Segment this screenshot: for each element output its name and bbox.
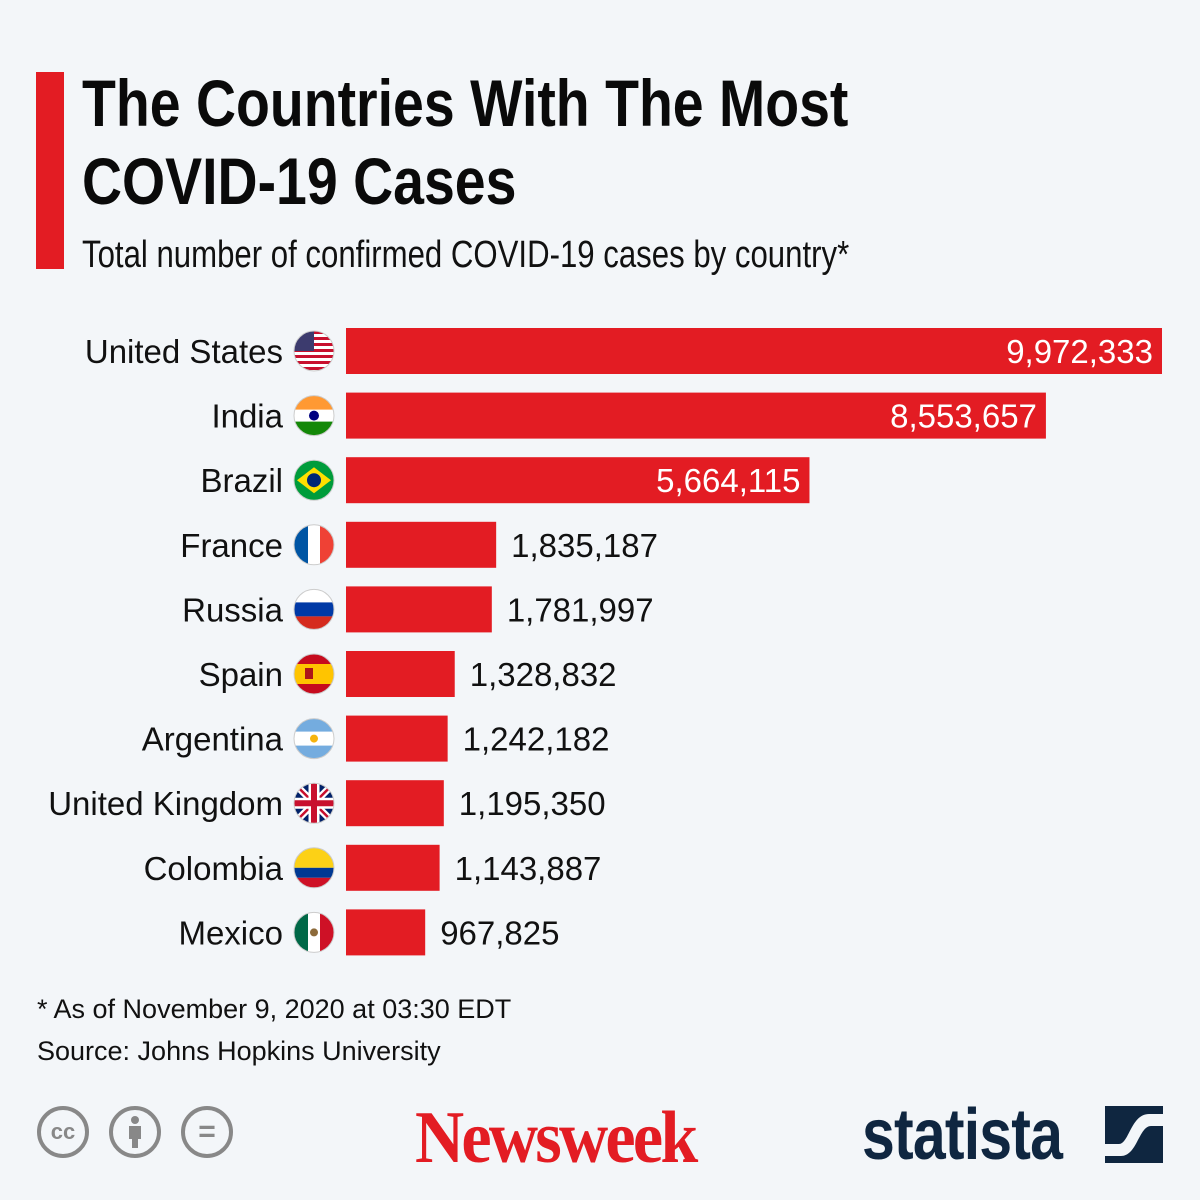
creative-commons-icon: cc — [37, 1106, 89, 1158]
mexico-flag-icon — [294, 912, 334, 953]
category-label: Spain — [199, 656, 283, 693]
no-derivatives-icon: = — [181, 1106, 233, 1158]
value-label: 8,553,657 — [890, 398, 1037, 435]
category-label: France — [180, 527, 283, 564]
flag-outline — [293, 911, 335, 953]
bar — [346, 392, 1046, 439]
value-label: 5,664,115 — [656, 462, 800, 499]
brazil-flag-icon — [294, 460, 334, 501]
title-accent-bar — [36, 72, 64, 269]
argentina-flag-icon — [294, 718, 334, 759]
flag-outline — [293, 524, 335, 566]
flag-outline — [293, 459, 335, 501]
uk-flag-icon — [294, 783, 334, 824]
value-label: 967,825 — [440, 914, 559, 951]
category-label: Russia — [182, 591, 284, 628]
chart-subtitle: Total number of confirmed COVID-19 cases… — [82, 234, 850, 276]
value-label: 1,242,182 — [463, 721, 610, 758]
colombia-flag-icon — [294, 847, 334, 888]
category-label: United Kingdom — [48, 785, 283, 822]
bar — [346, 521, 497, 568]
flag-outline — [293, 588, 335, 630]
bar — [346, 844, 440, 891]
category-label: Colombia — [144, 850, 284, 887]
bar — [346, 586, 492, 633]
bar — [346, 457, 810, 504]
equals-text: = — [198, 1115, 216, 1148]
value-label: 1,328,832 — [470, 656, 617, 693]
bar — [346, 651, 455, 697]
flag-outline — [293, 395, 335, 437]
statista-logo: statista — [862, 1095, 1063, 1175]
category-label: India — [211, 398, 283, 435]
value-label: 1,781,997 — [507, 591, 654, 628]
bar — [346, 780, 444, 827]
flag-outline — [293, 847, 335, 889]
spain-flag-icon — [294, 654, 334, 694]
attribution-icon — [109, 1106, 161, 1158]
person-icon — [129, 1116, 141, 1148]
flag-outline — [293, 718, 335, 760]
footnote: * As of November 9, 2020 at 03:30 EDT — [37, 994, 512, 1024]
statista-logo-icon — [1105, 1106, 1163, 1163]
us-flag-icon — [294, 331, 334, 371]
flag-outline — [293, 653, 335, 695]
category-label: United States — [85, 333, 283, 370]
bar — [346, 328, 1162, 374]
bar — [346, 909, 426, 956]
category-label: Argentina — [142, 721, 284, 758]
india-flag-icon — [294, 395, 334, 436]
category-label: Mexico — [178, 914, 283, 951]
bar — [346, 715, 448, 762]
flag-outline — [293, 330, 335, 372]
flag-outline — [293, 782, 335, 824]
category-label: Brazil — [200, 462, 283, 499]
newsweek-logo: Newsweek — [415, 1097, 698, 1179]
source: Source: Johns Hopkins University — [37, 1036, 441, 1066]
chart-title: The Countries With The Most COVID-19 Cas… — [82, 66, 849, 218]
value-label: 1,195,350 — [459, 785, 606, 822]
value-label: 9,972,333 — [1006, 333, 1153, 370]
cc-text: cc — [50, 1119, 76, 1144]
bar-chart: United States 9,972,333 India 8,553,657 Braz… — [48, 328, 1162, 956]
value-label: 1,835,187 — [511, 527, 658, 564]
russia-flag-icon — [294, 589, 334, 630]
france-flag-icon — [294, 524, 334, 565]
value-label: 1,143,887 — [455, 850, 602, 887]
